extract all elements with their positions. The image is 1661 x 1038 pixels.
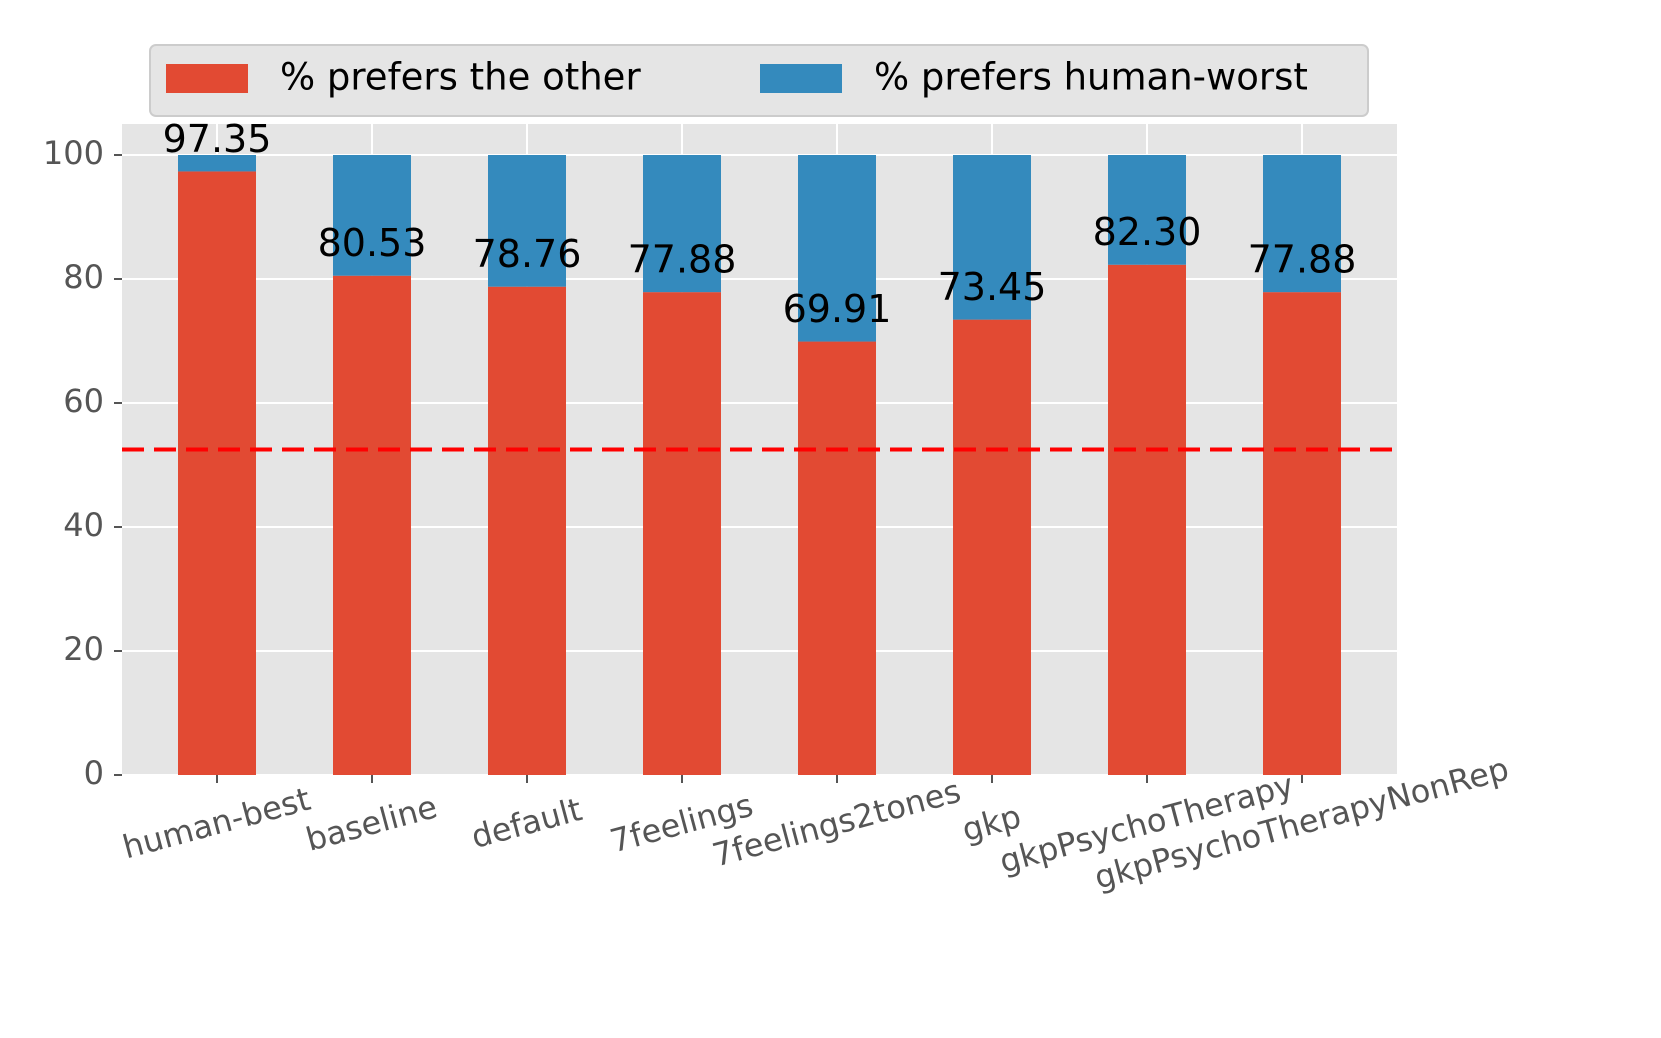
legend-label: % prefers human-worst (874, 56, 1308, 99)
x-tick-label: human-best (119, 780, 315, 866)
y-tick-label: 80 (63, 258, 104, 296)
bar-segment (798, 341, 876, 775)
y-tick-label: 100 (43, 134, 104, 172)
value-label: 77.88 (1248, 238, 1357, 282)
legend-label: % prefers the other (280, 56, 641, 99)
bar-segment (1263, 155, 1341, 293)
bar-segment (643, 155, 721, 293)
bar-segment (333, 155, 411, 276)
bar-segment (953, 319, 1031, 775)
bar-segment (178, 155, 256, 172)
legend-box (149, 44, 1369, 117)
x-tick-label-group: human-best (119, 780, 315, 866)
x-tick-label: default (467, 790, 586, 856)
bar-segment (178, 171, 256, 775)
legend-swatch (166, 64, 248, 93)
value-label: 73.45 (938, 265, 1047, 309)
bar-segment (488, 155, 566, 287)
bar-segment (643, 292, 721, 775)
bar-segment (798, 155, 876, 342)
y-tick-label: 40 (63, 506, 104, 544)
value-label: 77.88 (628, 238, 737, 282)
bar-segment (488, 286, 566, 775)
y-tick-label: 60 (63, 382, 104, 420)
value-label: 97.35 (163, 117, 272, 161)
bar-segment (1108, 264, 1186, 775)
value-label: 78.76 (473, 232, 582, 276)
value-label: 82.30 (1093, 210, 1202, 254)
value-label: 80.53 (318, 221, 427, 265)
plot-background (122, 124, 1397, 775)
bar-segment (333, 275, 411, 775)
bar-segment (953, 155, 1031, 320)
x-tick-label-group: default (467, 790, 586, 856)
x-tick-label-group: baseline (302, 787, 441, 858)
y-tick-label: 20 (63, 630, 104, 668)
bar-segment (1108, 155, 1186, 265)
bar-segment (1263, 292, 1341, 775)
value-label: 69.91 (783, 287, 892, 331)
x-tick-label: baseline (302, 787, 441, 858)
legend-swatch (760, 64, 842, 93)
y-tick-label: 0 (84, 754, 104, 792)
